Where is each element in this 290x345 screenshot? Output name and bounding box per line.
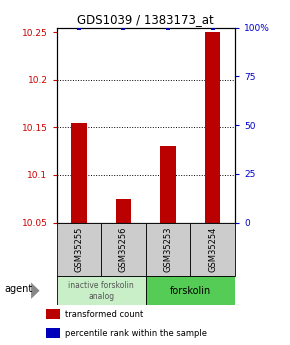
Bar — [146, 276, 235, 305]
Polygon shape — [31, 283, 39, 299]
Bar — [205, 32, 220, 223]
Bar — [46, 309, 60, 319]
Text: inactive forskolin
analog: inactive forskolin analog — [68, 280, 134, 301]
Text: GSM35255: GSM35255 — [74, 227, 83, 272]
Point — [77, 25, 81, 30]
Bar — [57, 276, 146, 305]
Text: agent: agent — [5, 284, 33, 294]
Text: GSM35254: GSM35254 — [208, 227, 217, 272]
Bar — [160, 147, 176, 223]
Text: forskolin: forskolin — [170, 286, 211, 296]
Bar — [46, 328, 60, 338]
Text: GSM35253: GSM35253 — [164, 227, 173, 272]
Point — [210, 25, 215, 30]
Bar — [190, 223, 235, 276]
Text: transformed count: transformed count — [65, 310, 143, 319]
Bar — [57, 223, 101, 276]
Bar — [101, 223, 146, 276]
Point — [166, 25, 170, 30]
Point — [121, 25, 126, 30]
Title: GDS1039 / 1383173_at: GDS1039 / 1383173_at — [77, 13, 214, 27]
Text: percentile rank within the sample: percentile rank within the sample — [65, 329, 207, 338]
Bar — [146, 223, 190, 276]
Bar — [116, 199, 131, 223]
Bar — [71, 123, 87, 223]
Text: GSM35256: GSM35256 — [119, 227, 128, 272]
